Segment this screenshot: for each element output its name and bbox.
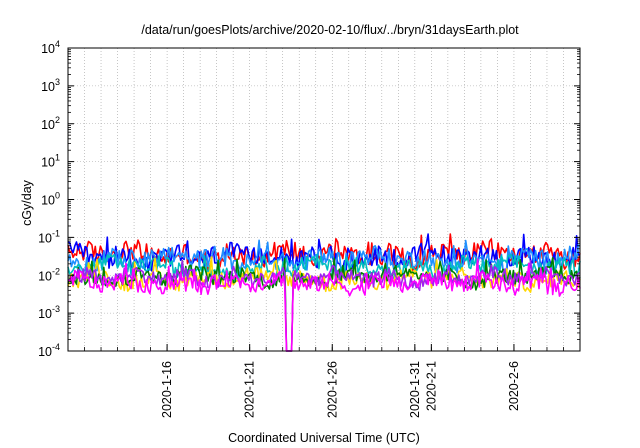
y-tick-label-exponent: 2: [55, 115, 60, 125]
y-tick-label-exponent: -3: [52, 304, 60, 314]
y-tick-label: 102: [41, 115, 60, 132]
y-tick-label: 100: [41, 191, 60, 208]
y-tick-label-base: 10: [38, 307, 52, 321]
y-tick-label-exponent: 3: [55, 77, 60, 87]
y-tick-label-base: 10: [41, 118, 55, 132]
y-tick-label: 10-1: [38, 228, 60, 245]
y-tick-label-exponent: 1: [55, 153, 60, 163]
y-tick-label-base: 10: [41, 194, 55, 208]
y-tick-label-exponent: 4: [55, 39, 60, 49]
x-tick-label: 2020-2-1: [424, 361, 438, 411]
y-tick-label-base: 10: [38, 231, 52, 245]
y-tick-label-base: 10: [38, 345, 52, 359]
y-tick-label: 103: [41, 77, 60, 94]
y-tick-label-base: 10: [41, 42, 55, 56]
axes: 10-410-310-210-11001011021031042020-1-16…: [38, 39, 581, 418]
y-axis-label: cGy/day: [20, 179, 34, 226]
x-tick-label: 2020-2-6: [507, 361, 521, 411]
plot-area: [67, 233, 581, 352]
chart-title: /data/run/goesPlots/archive/2020-02-10/f…: [141, 23, 519, 37]
x-tick-label: 2020-1-31: [408, 361, 422, 418]
y-tick-label-exponent: -2: [52, 266, 60, 276]
y-tick-label: 10-4: [38, 342, 60, 359]
series-line: [67, 239, 581, 276]
x-tick-label: 2020-1-21: [243, 361, 257, 418]
grid-lines: [68, 48, 580, 351]
series-line: [67, 259, 581, 352]
y-tick-label-exponent: 0: [55, 191, 60, 201]
y-tick-label: 10-2: [38, 266, 60, 283]
x-tick-label: 2020-1-26: [325, 361, 339, 418]
y-tick-label-base: 10: [41, 156, 55, 170]
y-tick-label-exponent: -4: [52, 342, 60, 352]
y-tick-label: 101: [41, 153, 60, 170]
x-axis-label: Coordinated Universal Time (UTC): [228, 431, 420, 445]
y-tick-label-exponent: -1: [52, 228, 60, 238]
series-line: [67, 253, 581, 282]
x-tick-label: 2020-1-16: [160, 361, 174, 418]
series-line: [67, 258, 581, 352]
y-tick-label-base: 10: [41, 80, 55, 94]
y-tick-label: 10-3: [38, 304, 60, 321]
y-tick-label: 104: [41, 39, 60, 56]
y-tick-label-base: 10: [38, 269, 52, 283]
plot-frame: [67, 47, 581, 352]
